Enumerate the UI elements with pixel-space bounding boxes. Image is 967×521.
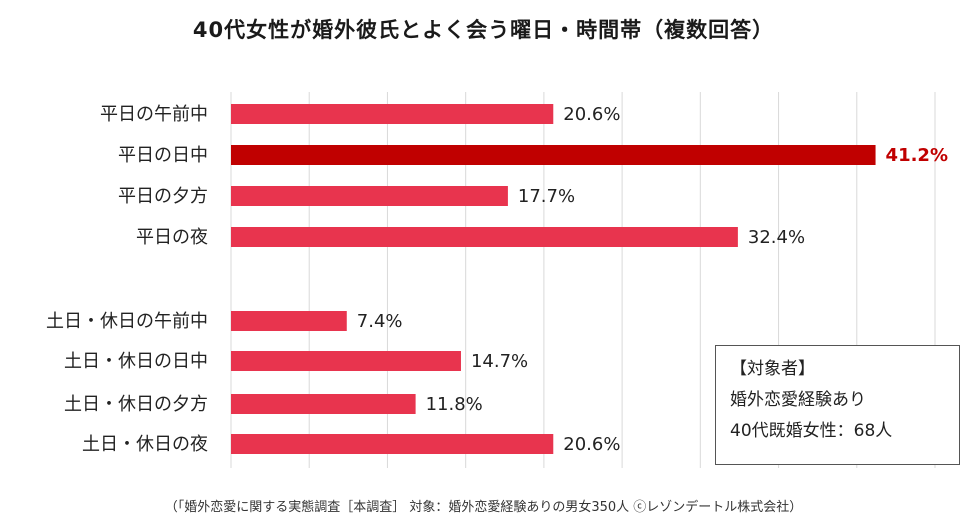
respondent-info-box: 【対象者】 婚外恋愛経験あり 40代既婚女性：68人 [715,345,960,465]
value-label: 11.8% [426,394,483,415]
category-label: 平日の夕方 [118,186,208,207]
value-label: 20.6% [563,104,620,125]
value-label: 41.2% [886,145,948,166]
bars [231,104,876,454]
bar [231,394,416,414]
source-footnote: （「婚外恋愛に関する実態調査［本調査］ 対象：婚外恋愛経験ありの男女350人 ⓒ… [164,500,803,515]
bar [231,104,554,124]
category-label: 平日の夜 [136,227,208,248]
bar [231,145,876,165]
value-label: 32.4% [748,227,805,248]
bar [231,186,508,206]
category-label: 土日・休日の夜 [82,434,208,455]
bar [231,311,347,331]
bar [231,434,554,454]
value-label: 20.6% [563,434,620,455]
category-label: 平日の日中 [118,145,208,166]
category-label: 土日・休日の日中 [64,351,208,372]
info-heading: 【対象者】 [730,359,815,379]
value-label: 17.7% [518,186,575,207]
category-label: 土日・休日の午前中 [46,311,208,332]
bar [231,227,738,247]
info-line-respondents: 40代既婚女性：68人 [730,421,893,441]
value-label: 14.7% [471,351,528,372]
value-label: 7.4% [357,311,403,332]
chart-title: 40代女性が婚外彼氏とよく会う曜日・時間帯（複数回答） [192,18,775,42]
info-line-experience: 婚外恋愛経験あり [730,390,866,410]
labels: 平日の午前中 20.6% 平日の日中 41.2% 平日の夕方 17.7% 平日の夜 32.4%… [46,104,948,455]
category-label: 平日の午前中 [100,104,208,125]
bar [231,351,461,371]
category-label: 土日・休日の夕方 [64,394,208,415]
